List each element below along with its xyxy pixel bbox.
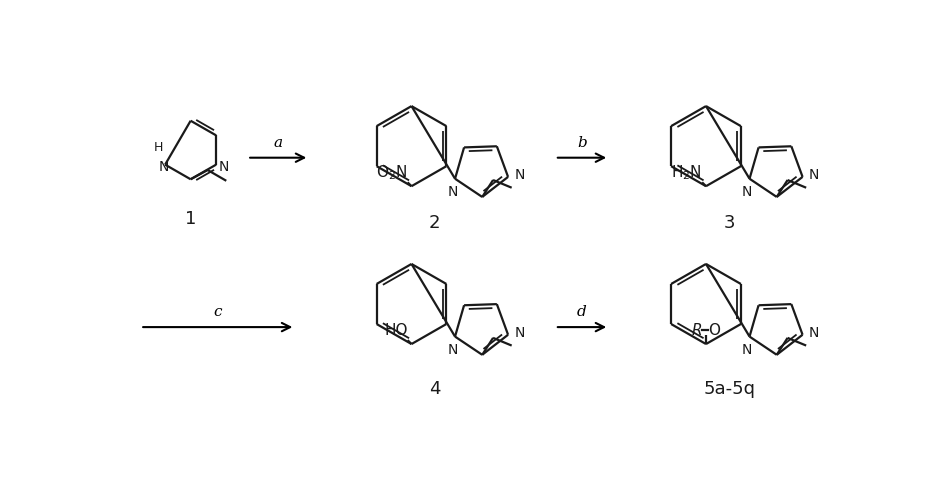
- Text: d: d: [578, 305, 587, 319]
- Text: N: N: [742, 185, 753, 199]
- Text: N: N: [809, 326, 819, 340]
- Text: N: N: [809, 168, 819, 182]
- Text: 3: 3: [724, 214, 735, 232]
- Text: R: R: [692, 323, 702, 338]
- Text: N: N: [514, 326, 525, 340]
- Text: c: c: [213, 305, 222, 319]
- Text: N: N: [158, 160, 168, 174]
- Text: b: b: [578, 136, 587, 150]
- Text: 2: 2: [429, 214, 441, 232]
- Text: 1: 1: [185, 210, 197, 228]
- Text: H$_2$N: H$_2$N: [671, 163, 702, 182]
- Text: N: N: [514, 168, 525, 182]
- Text: 5a-5q: 5a-5q: [703, 380, 755, 398]
- Text: N: N: [447, 185, 458, 199]
- Text: N: N: [742, 343, 753, 357]
- Text: a: a: [273, 136, 283, 150]
- Text: H: H: [154, 141, 164, 154]
- Text: O: O: [709, 323, 721, 338]
- Text: O$_2$N: O$_2$N: [376, 163, 407, 182]
- Text: N: N: [218, 160, 228, 174]
- Text: HO: HO: [384, 323, 407, 338]
- Text: 4: 4: [429, 380, 441, 398]
- Text: N: N: [447, 343, 458, 357]
